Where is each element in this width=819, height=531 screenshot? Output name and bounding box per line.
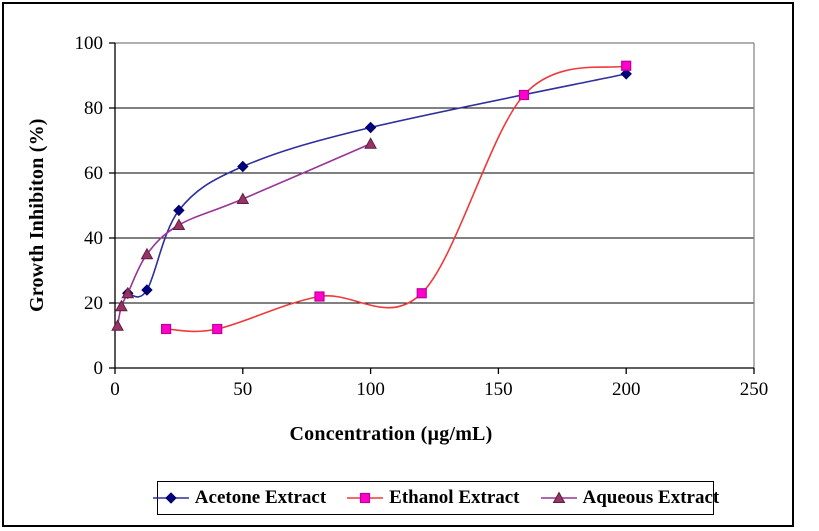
data-point-aqueous-extract xyxy=(115,299,128,312)
data-point-aqueous-extract xyxy=(121,286,135,299)
data-point-acetone-extract xyxy=(237,160,249,173)
y-tick-label: 20 xyxy=(84,293,103,314)
acetone-diamond-marker-icon xyxy=(152,492,189,504)
data-point-ethanol-extract xyxy=(621,60,632,71)
x-tick-label: 150 xyxy=(484,379,513,400)
y-tick-label: 80 xyxy=(84,98,103,119)
data-point-acetone-extract xyxy=(620,68,632,80)
data-point-ethanol-extract xyxy=(518,89,530,101)
legend-entry-ethanol: Ethanol Extract xyxy=(346,487,520,509)
data-point-aqueous-extract xyxy=(364,137,377,149)
y-tick-label: 40 xyxy=(84,228,103,249)
data-point-ethanol-extract xyxy=(161,323,172,335)
legend-entry-aqueous: Aqueous Extract xyxy=(540,487,720,509)
chart-figure xyxy=(2,2,794,527)
x-axis-title: Concentration (µg/mL) xyxy=(289,423,493,445)
legend: Acetone Extract Ethanol Extract Aqueous … xyxy=(152,481,719,515)
data-point-acetone-extract xyxy=(364,121,377,134)
data-point-ethanol-extract xyxy=(416,288,427,299)
x-tick-label: 0 xyxy=(110,379,120,400)
data-point-aqueous-extract xyxy=(172,218,186,230)
legend-label-acetone: Acetone Extract xyxy=(194,487,327,508)
legend-glyph-ethanol-extract xyxy=(360,492,371,504)
data-point-acetone-extract xyxy=(173,204,185,217)
data-point-aqueous-extract xyxy=(111,319,124,331)
y-tick-label: 60 xyxy=(84,163,103,184)
x-tick-label: 50 xyxy=(233,379,252,400)
y-tick-label: 0 xyxy=(94,358,104,379)
series-line-ethanol-extract xyxy=(166,64,627,333)
aqueous-triangle-marker-icon xyxy=(540,491,577,503)
data-point-aqueous-extract xyxy=(140,247,154,260)
y-tick-label: 100 xyxy=(75,33,104,54)
legend-glyph-acetone-extract xyxy=(165,492,177,504)
x-tick-label: 200 xyxy=(612,379,641,400)
data-point-ethanol-extract xyxy=(212,323,223,335)
data-point-acetone-extract xyxy=(141,284,153,296)
legend-entry-acetone: Acetone Extract xyxy=(152,487,326,509)
legend-label-aqueous: Aqueous Extract xyxy=(582,487,720,508)
data-point-ethanol-extract xyxy=(314,291,325,302)
series-line-aqueous-extract xyxy=(116,143,371,326)
legend-label-ethanol: Ethanol Extract xyxy=(389,487,520,508)
legend-glyph-aqueous-extract xyxy=(552,491,565,503)
x-tick-label: 250 xyxy=(740,379,769,400)
x-tick-label: 100 xyxy=(356,379,385,400)
y-axis-title: Growth Inhibiton (%) xyxy=(26,118,48,312)
data-point-aqueous-extract xyxy=(236,192,250,204)
ethanol-square-marker-icon xyxy=(347,492,384,504)
series-line-acetone-extract xyxy=(127,73,627,298)
